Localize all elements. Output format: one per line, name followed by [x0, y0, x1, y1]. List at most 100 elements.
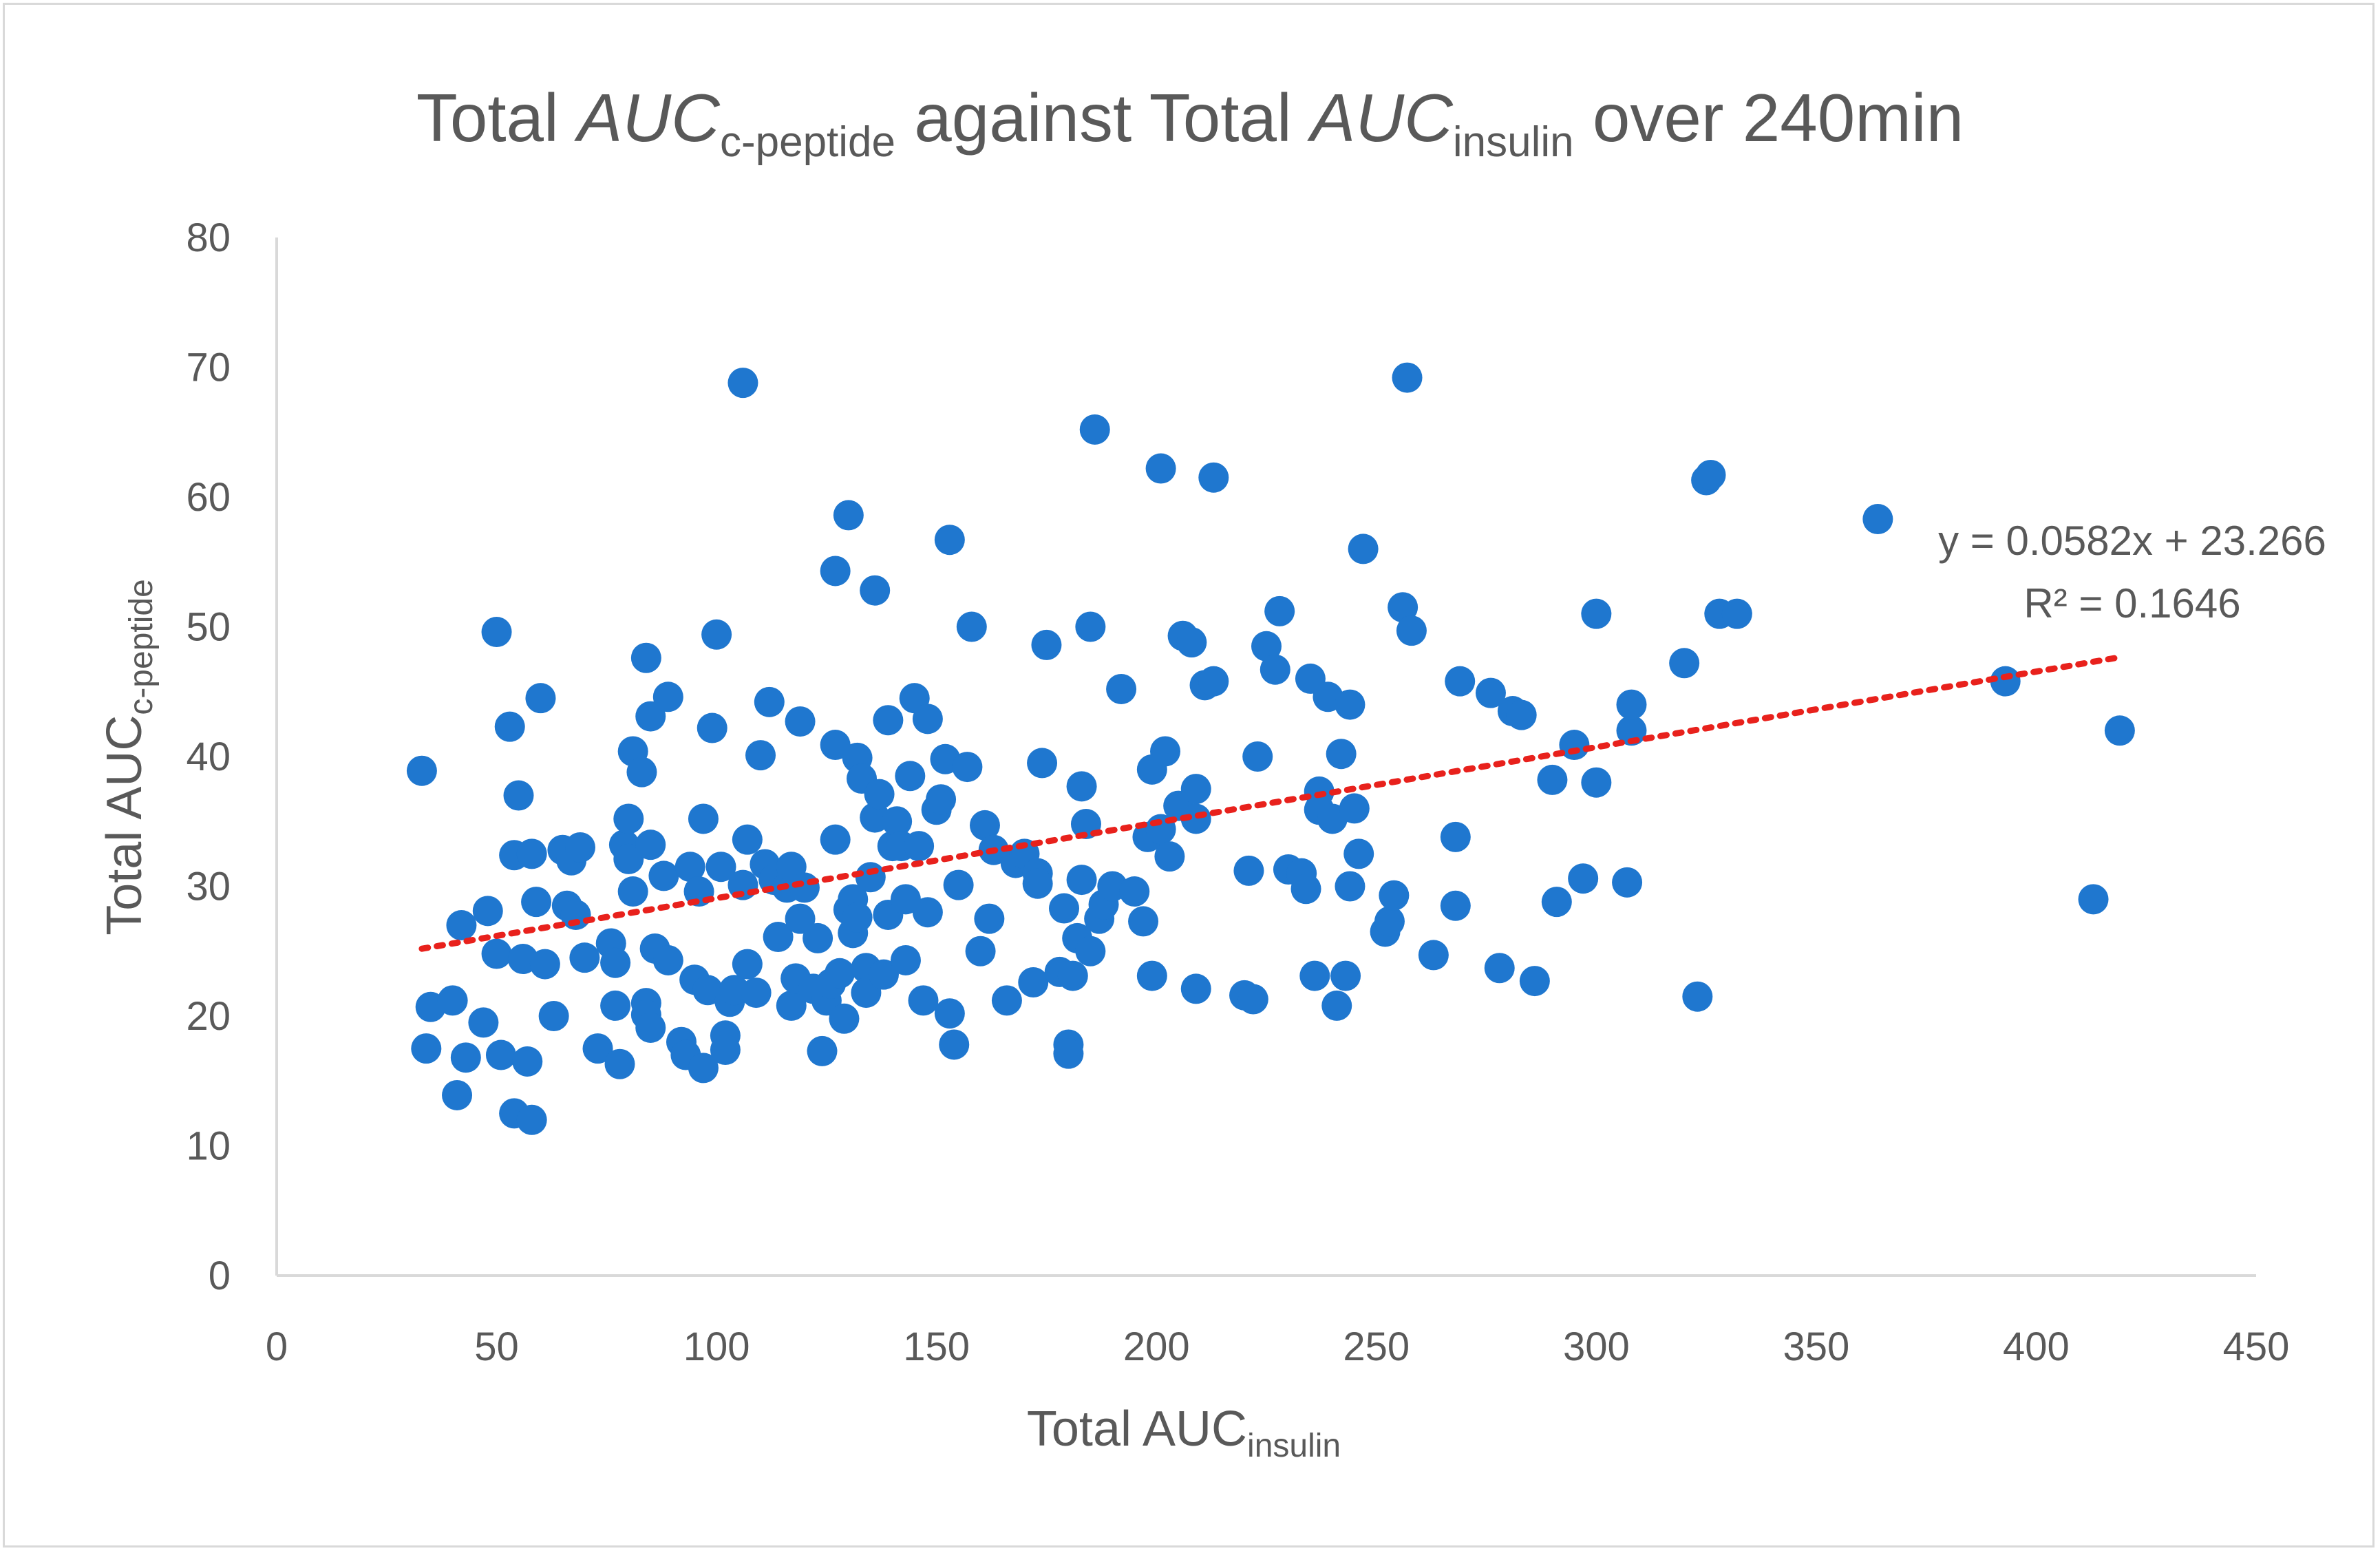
- scatter-point: [1119, 876, 1150, 907]
- scatter-point: [1669, 648, 1700, 679]
- scatter-point: [803, 922, 833, 953]
- scatter-point: [1260, 654, 1290, 685]
- scatter-point: [613, 803, 644, 834]
- scatter-point: [1348, 533, 1379, 564]
- x-axis-title-sub: insulin: [1247, 1428, 1341, 1464]
- scatter-point: [807, 1035, 838, 1066]
- scatter-point: [1075, 611, 1106, 642]
- scatter-point: [1330, 960, 1361, 991]
- chart-title: Total AUCc-peptide against Total AUCinsu…: [416, 80, 1964, 166]
- scatter-point: [1418, 940, 1449, 971]
- scatter-point: [1721, 598, 1752, 629]
- scatter-point: [912, 897, 943, 928]
- scatter-point: [1537, 764, 1568, 795]
- scatter-point: [1343, 838, 1374, 869]
- x-tick-label: 450: [2223, 1324, 2290, 1369]
- scatter-point: [1057, 960, 1088, 991]
- scatter-point: [719, 975, 750, 1006]
- scatter-point: [635, 830, 666, 860]
- scatter-point: [763, 922, 794, 953]
- scatter-point: [1374, 906, 1405, 937]
- trendline: [418, 654, 2123, 952]
- scatter-point: [860, 575, 891, 606]
- title-part-1: Total: [416, 80, 577, 156]
- y-tick-labels: 0 10 20 30 40 50 60 70 80: [186, 215, 231, 1298]
- scatter-point: [754, 686, 785, 717]
- x-tick-label: 150: [903, 1324, 970, 1369]
- scatter-point: [582, 1033, 613, 1064]
- y-tick-label: 0: [209, 1254, 231, 1298]
- scatter-point: [1392, 362, 1423, 393]
- scatter-point: [1475, 677, 1506, 708]
- scatter-point: [1180, 973, 1211, 1004]
- scatter-point: [1335, 871, 1366, 902]
- scatter-point: [512, 1046, 543, 1077]
- scatter-point: [934, 525, 965, 556]
- scatter-point: [648, 860, 679, 891]
- scatter-point: [516, 838, 547, 869]
- x-tick-label: 300: [1563, 1324, 1630, 1369]
- scatter-point: [1559, 730, 1590, 761]
- scatter-point: [890, 884, 921, 915]
- scatter-point: [1616, 689, 1647, 720]
- scatter-point: [1484, 953, 1515, 984]
- scatter-point: [674, 852, 705, 883]
- scatter-point: [939, 1029, 970, 1060]
- title-part-4: AUC: [1307, 80, 1454, 156]
- y-axis-title: Total AUCc-peptide: [97, 579, 160, 936]
- scatter-point: [864, 779, 895, 810]
- scatter-point: [437, 985, 468, 1016]
- scatter-point: [472, 896, 503, 927]
- scatter-point: [1242, 741, 1273, 772]
- scatter-point: [833, 500, 864, 531]
- y-tick-label: 20: [186, 994, 231, 1039]
- y-tick-label: 40: [186, 735, 231, 779]
- scatter-point: [1519, 966, 1550, 997]
- scatter-point: [564, 832, 595, 863]
- scatter-point: [569, 942, 600, 973]
- scatter-point: [855, 862, 886, 893]
- y-tick-label: 10: [186, 1124, 231, 1169]
- scatter-point: [529, 949, 560, 980]
- scatter-point: [600, 990, 631, 1021]
- scatter-point: [1049, 893, 1080, 924]
- scatter-point: [1237, 984, 1268, 1015]
- scatter-point: [904, 831, 935, 862]
- scatter-point: [1251, 631, 1282, 662]
- scatter-point: [1066, 865, 1097, 896]
- scatter-point: [697, 712, 727, 743]
- data-points: [406, 362, 2135, 1135]
- chart-frame: [3, 3, 2374, 1547]
- scatter-point: [516, 1104, 547, 1135]
- scatter-point: [1136, 960, 1167, 991]
- scatter-point: [842, 902, 873, 933]
- scatter-point: [1581, 767, 1612, 798]
- trendline-equation: y = 0.0582x + 23.266: [1938, 518, 2326, 564]
- scatter-point: [1018, 966, 1049, 997]
- scatter-point: [732, 824, 763, 855]
- scatter-point: [1150, 736, 1181, 767]
- scatter-point: [2104, 715, 2135, 746]
- scatter-point: [952, 752, 983, 783]
- scatter-point: [617, 876, 648, 907]
- scatter-point: [442, 1079, 473, 1110]
- scatter-point: [1339, 793, 1370, 824]
- scatter-point: [727, 368, 758, 399]
- scatter-point: [1198, 462, 1229, 493]
- scatter-point: [1106, 673, 1137, 704]
- scatter-point: [741, 978, 772, 1008]
- scatter-point: [1079, 414, 1110, 445]
- scatter-point: [1233, 855, 1264, 886]
- scatter-point: [1027, 748, 1058, 779]
- scatter-point: [890, 944, 921, 975]
- title-part-4-sub: insulin: [1453, 118, 1574, 166]
- scatter-point: [406, 755, 437, 786]
- y-tick-label: 50: [186, 605, 231, 650]
- scatter-point: [494, 711, 525, 742]
- scatter-point: [630, 642, 661, 673]
- scatter-point: [934, 998, 965, 1029]
- scatter-point: [1695, 459, 1726, 490]
- scatter-point: [991, 985, 1022, 1016]
- scatter-point: [1198, 666, 1229, 697]
